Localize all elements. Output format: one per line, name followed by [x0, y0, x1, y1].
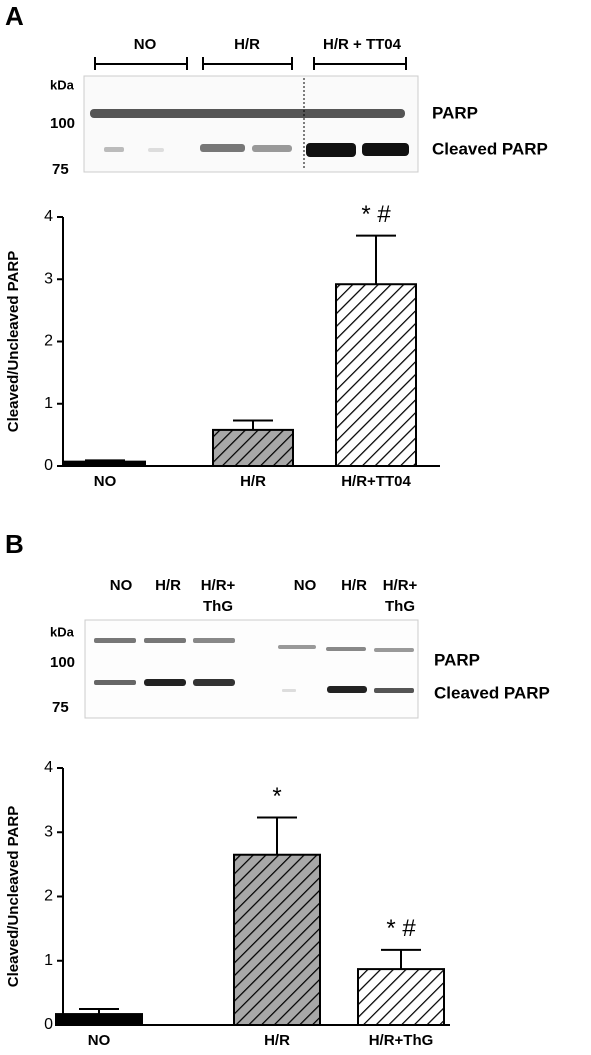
band-label: Cleaved PARP — [432, 139, 548, 158]
panel-label: A — [5, 1, 24, 31]
annotation: * — [272, 783, 281, 810]
bar — [233, 853, 321, 1026]
y-tick-label: 4 — [44, 759, 53, 776]
bar — [357, 968, 445, 1026]
band-label: PARP — [434, 650, 480, 669]
y-tick-label: 1 — [44, 395, 53, 412]
lane-label: ThG — [385, 598, 415, 615]
annotation: * # — [361, 201, 391, 228]
band-label: Cleaved PARP — [434, 683, 550, 702]
y-tick-label: 0 — [44, 1016, 53, 1033]
y-tick-label: 2 — [44, 333, 53, 350]
blot-image — [83, 75, 419, 173]
x-tick-label: H/R — [240, 473, 266, 490]
y-tick-label: 3 — [44, 823, 53, 840]
lane-label: H/R+ — [383, 577, 418, 594]
marker-label: 100 — [50, 654, 75, 671]
band-label: PARP — [432, 103, 478, 122]
lane-label: ThG — [203, 598, 233, 615]
y-tick-label: 2 — [44, 888, 53, 905]
lane-label: H/R+ — [201, 577, 236, 594]
lane-label: H/R — [155, 577, 181, 594]
x-tick-label: H/R — [264, 1032, 290, 1049]
lane-label: NO — [110, 577, 133, 594]
lane-brackets — [94, 57, 407, 70]
bar — [212, 428, 294, 467]
y-tick-label: 3 — [44, 270, 53, 287]
y-tick-label: 1 — [44, 952, 53, 969]
x-tick-label: H/R+TT04 — [341, 473, 411, 490]
marker-label: 75 — [52, 161, 69, 178]
kda-label: kDa — [50, 77, 75, 92]
annotation: * # — [386, 915, 416, 942]
x-tick-label: NO — [94, 473, 117, 490]
lane-label: H/R + TT04 — [323, 36, 402, 53]
x-tick-label: H/R+ThG — [369, 1032, 434, 1049]
y-axis-label: Cleaved/Uncleaved PARP — [5, 806, 22, 987]
x-tick-label: NO — [88, 1032, 111, 1049]
kda-label: kDa — [50, 624, 75, 639]
blot-image — [84, 619, 419, 719]
lane-label: H/R — [341, 577, 367, 594]
y-tick-label: 4 — [44, 208, 53, 225]
lane-label: NO — [134, 36, 157, 53]
bar — [64, 460, 146, 467]
marker-label: 100 — [50, 115, 75, 132]
bar — [55, 1013, 143, 1027]
bar — [335, 283, 417, 468]
lane-label: NO — [294, 577, 317, 594]
panel-label: B — [5, 529, 24, 559]
lane-label: H/R — [234, 36, 260, 53]
marker-label: 75 — [52, 699, 69, 716]
y-axis-label: Cleaved/Uncleaved PARP — [5, 251, 22, 432]
y-tick-label: 0 — [44, 457, 53, 474]
